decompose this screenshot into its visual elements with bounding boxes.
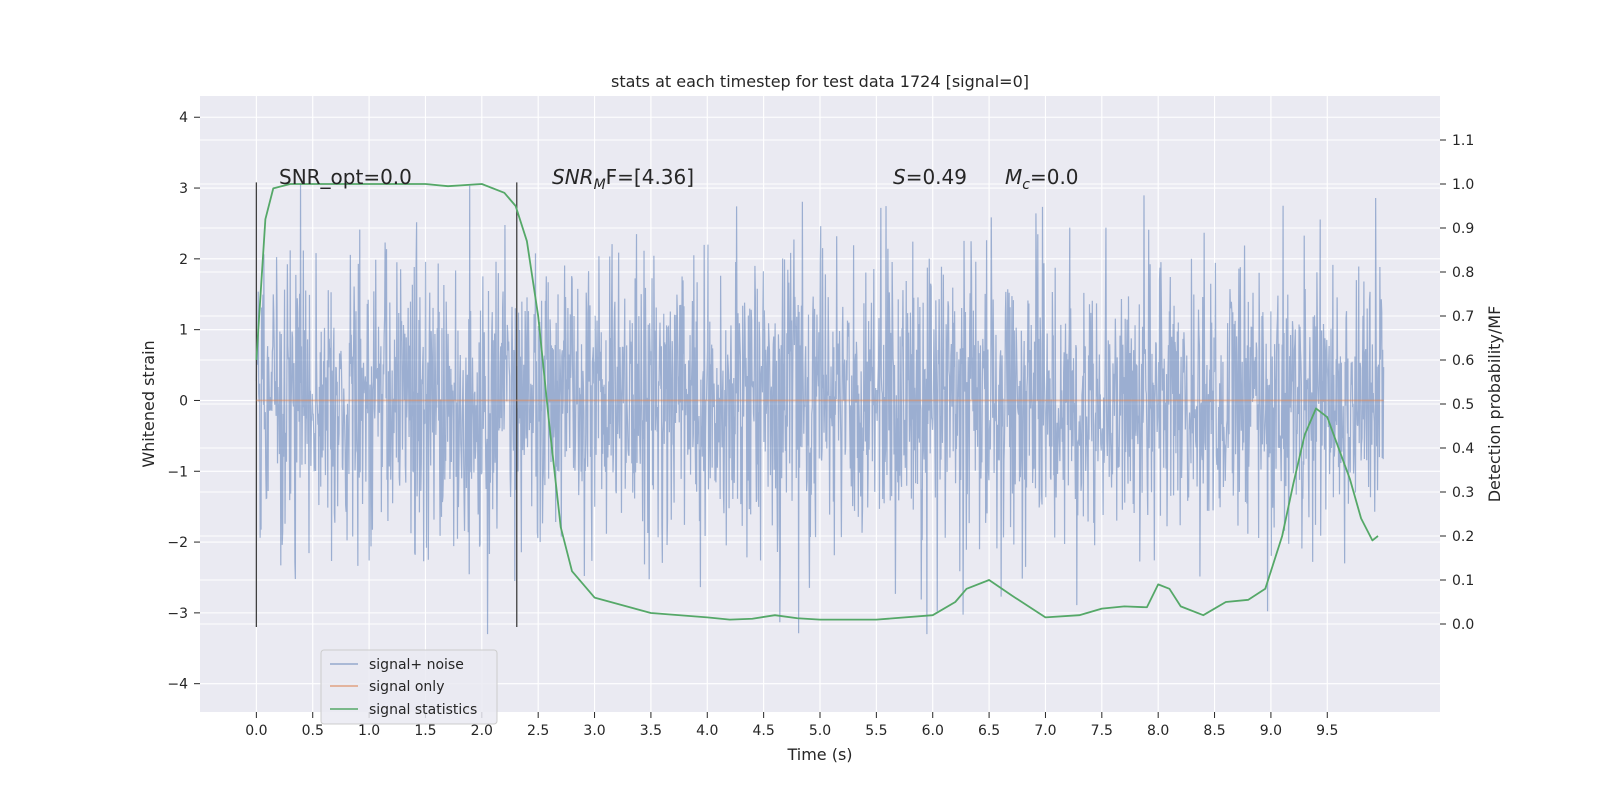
y-tick-label: 2 — [179, 252, 188, 268]
y-right-tick-label: 0.5 — [1452, 397, 1474, 413]
y-tick-label: −4 — [167, 677, 188, 693]
x-axis-ticks: 0.0 0.5 1.0 1.5 2.0 2.5 3.0 3.5 4.0 4.5 5.0 5.5 6.0 6… — [245, 712, 1338, 739]
x-tick-label: 2.0 — [471, 723, 493, 739]
series-signal-statistics — [255, 183, 1379, 621]
x-tick-label: 6.5 — [978, 723, 1000, 739]
x-tick-label: 5.5 — [865, 723, 887, 739]
y-right-tick-label: 0.4 — [1452, 441, 1474, 457]
y-tick-label: 3 — [179, 181, 188, 197]
y-right-tick-label: 0.9 — [1452, 221, 1474, 237]
legend-box — [320, 649, 498, 725]
annotation-snr-mf: SNRMF=[4.36] — [552, 165, 694, 193]
annotation-s: S=0.49 — [893, 165, 967, 189]
y-right-tick-label: 0.6 — [1452, 353, 1474, 369]
y-right-tick-label: 0.3 — [1452, 485, 1474, 501]
series-line-signal-noise — [255, 183, 1385, 635]
y-tick-label: 0 — [179, 393, 188, 409]
y-axis-right-label: Detection probability/MF — [1485, 306, 1504, 503]
y-right-tick-label: 1.1 — [1452, 133, 1474, 149]
y-axis-label: Whitened strain — [139, 340, 158, 467]
legend-label-signal-only: signal only — [369, 679, 444, 695]
series-signal-noise — [255, 183, 1385, 635]
x-tick-label: 8.0 — [1147, 723, 1169, 739]
y-tick-label: 1 — [179, 323, 188, 339]
chart-title: stats at each timestep for test data 172… — [611, 72, 1029, 91]
y-tick-label: 4 — [179, 110, 188, 126]
annotation-snr-opt: SNR_opt=0.0 — [279, 165, 412, 189]
x-axis-label: Time (s) — [786, 745, 852, 764]
x-tick-label: 5.0 — [809, 723, 831, 739]
series-line-signal-statistics — [255, 183, 1379, 621]
x-tick-label: 9.0 — [1260, 723, 1282, 739]
x-tick-label: 2.5 — [527, 723, 549, 739]
x-tick-label: 7.0 — [1034, 723, 1056, 739]
y-right-tick-label: 0.7 — [1452, 309, 1474, 325]
y-right-tick-label: 0.2 — [1452, 529, 1474, 545]
x-tick-label: 1.5 — [414, 723, 436, 739]
marker-vertical-lines — [255, 182, 518, 628]
legend-label-signal-statistics: signal statistics — [369, 702, 477, 718]
x-tick-label: 4.5 — [753, 723, 775, 739]
y-right-tick-label: 1.0 — [1452, 177, 1474, 193]
y-tick-label: −1 — [167, 464, 188, 480]
y-tick-label: −2 — [167, 535, 188, 551]
x-tick-label: 0.5 — [302, 723, 324, 739]
x-tick-label: 4.0 — [696, 723, 718, 739]
y-right-tick-label: 0.8 — [1452, 265, 1474, 281]
annotations: SNR_opt=0.0 SNRMF=[4.36] S=0.49 Mc=0.0 — [279, 165, 1079, 193]
y-axis-right-ticks: 1.1 1.0 0.9 0.8 0.7 0.6 0.5 0.4 0.3 0.2 0.1 0.0 — [1440, 133, 1474, 633]
annotation-mc: Mc=0.0 — [1005, 165, 1079, 193]
legend: signal+ noise signal only signal statist… — [320, 649, 498, 725]
x-tick-label: 1.0 — [358, 723, 380, 739]
x-tick-label: 6.0 — [922, 723, 944, 739]
x-tick-label: 9.5 — [1316, 723, 1338, 739]
y-axis-ticks: 4 3 2 1 0 −1 −2 −3 −4 — [167, 110, 200, 693]
x-tick-label: 8.5 — [1203, 723, 1225, 739]
x-tick-label: 3.0 — [583, 723, 605, 739]
y-right-tick-label: 0.1 — [1452, 573, 1474, 589]
x-tick-label: 0.0 — [245, 723, 267, 739]
x-tick-label: 7.5 — [1091, 723, 1113, 739]
legend-label-signal-noise: signal+ noise — [369, 657, 464, 673]
y-right-tick-label: 0.0 — [1452, 617, 1474, 633]
x-tick-label: 3.5 — [640, 723, 662, 739]
y-tick-label: −3 — [167, 606, 188, 622]
